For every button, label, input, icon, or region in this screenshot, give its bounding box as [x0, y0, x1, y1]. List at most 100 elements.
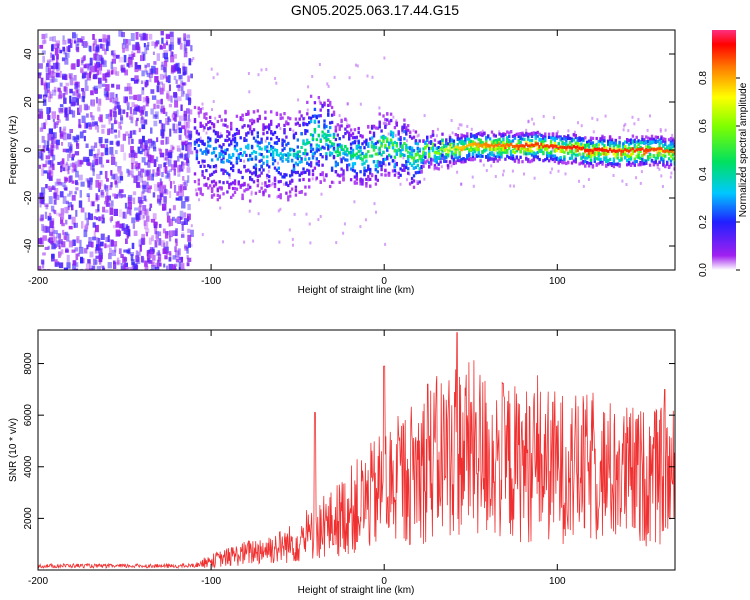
- spectrogram-cell: [146, 149, 150, 156]
- spectrogram-cell: [63, 267, 68, 270]
- spectrogram-cell: [64, 52, 68, 60]
- spectrogram-cell: [158, 231, 162, 237]
- spectrogram-cell: [534, 134, 537, 138]
- spectrogram-cell: [212, 193, 216, 197]
- spectrogram-cell: [171, 164, 176, 171]
- spectrogram-cell: [403, 130, 406, 134]
- spectrogram-cell: [73, 268, 79, 270]
- spectrogram-cell: [607, 151, 610, 155]
- spectrogram-cell: [294, 122, 298, 126]
- spectrogram-cell: [220, 186, 223, 190]
- spectrogram-cell: [201, 124, 204, 128]
- spectrogram-cell: [187, 118, 192, 122]
- spectrogram-cell: [292, 243, 294, 247]
- spectrogram-ridge-cell: [317, 133, 320, 137]
- spectrogram-cell: [147, 42, 150, 47]
- spectrogram-marks: [38, 30, 675, 270]
- spectrogram-cell: [504, 132, 507, 136]
- spectrogram-cell: [46, 63, 49, 67]
- spectrogram-cell: [477, 154, 480, 158]
- spectrogram-cell: [237, 182, 240, 186]
- spectrogram-cell: [342, 172, 345, 176]
- spectrogram-cell: [224, 111, 227, 115]
- spectrogram-cell: [487, 155, 490, 159]
- spectrogram-cell: [627, 129, 630, 133]
- spectrogram-cell: [139, 203, 142, 208]
- spectrogram-cell: [131, 261, 136, 266]
- spectrogram-ridge-cell: [557, 146, 560, 150]
- spectrogram-cell: [500, 152, 503, 156]
- spectrogram-cell: [149, 76, 152, 83]
- spectrogram-cell: [45, 205, 49, 210]
- spectrogram-cell: [120, 254, 124, 258]
- spectrogram-cell: [315, 176, 318, 180]
- spectrogram-cell: [168, 218, 174, 226]
- spectrogram-cell: [399, 144, 402, 148]
- spectrogram-cell: [325, 157, 328, 161]
- spectrogram-cell: [627, 157, 631, 161]
- spectrogram-cell: [525, 133, 528, 137]
- spectrogram-cell: [222, 150, 225, 154]
- spectrogram-ridge-cell: [555, 144, 558, 148]
- spectrogram-cell: [662, 153, 665, 157]
- spectrogram-cell: [460, 141, 463, 146]
- spectrogram-ridge-cell: [490, 143, 494, 147]
- spectrogram-cell: [336, 162, 339, 166]
- spectrogram-cell: [346, 130, 349, 134]
- spectrogram-cell: [266, 176, 268, 180]
- spectrogram-cell: [177, 165, 181, 173]
- spectrogram-cell: [399, 167, 402, 171]
- spectrogram-cell: [287, 156, 290, 160]
- spectrogram-cell: [406, 139, 408, 143]
- spectrogram-cell: [68, 106, 71, 114]
- spectrogram-cell: [137, 94, 142, 102]
- spectrogram-cell: [57, 119, 61, 123]
- spectrogram-ridge-cell: [342, 148, 345, 152]
- spectrogram-cell: [658, 148, 661, 152]
- spectrogram-ridge-cell: [247, 143, 250, 147]
- spectrogram-cell: [41, 40, 45, 45]
- spectrogram-cell: [214, 181, 218, 185]
- spectrogram-cell: [643, 138, 646, 142]
- spectrogram-cell: [412, 166, 416, 170]
- spectrogram-cell: [270, 119, 273, 123]
- spectrogram-ridge-cell: [410, 156, 414, 160]
- spectrogram-cell: [90, 90, 94, 96]
- spectrogram-cell: [214, 132, 218, 136]
- spectrogram-cell: [414, 139, 418, 143]
- spectrogram-cell: [440, 165, 443, 169]
- spectrogram-cell: [346, 153, 349, 157]
- spectrogram-cell: [235, 187, 239, 191]
- spectrogram-cell: [508, 138, 511, 143]
- spectrogram-cell: [131, 162, 134, 170]
- spectrogram-cell: [351, 168, 355, 172]
- spectrogram-cell: [624, 149, 627, 153]
- spectrogram-cell: [105, 114, 109, 119]
- spectrogram-cell: [181, 201, 186, 209]
- spectrogram-cell: [49, 160, 54, 168]
- spectrogram-cell: [243, 137, 246, 141]
- spectrogram-cell: [75, 161, 78, 169]
- spectrogram-cell: [395, 163, 398, 167]
- spectrogram-cell: [431, 133, 435, 137]
- spectrogram-cell: [156, 252, 161, 256]
- spectrogram-cell: [599, 160, 602, 164]
- spectrogram-cell: [128, 39, 131, 46]
- spectrogram-cell: [297, 98, 300, 102]
- spectrogram-cell: [285, 173, 288, 177]
- spectrogram-cell: [344, 150, 347, 154]
- spectrogram-ridge-cell: [460, 146, 463, 150]
- spectrogram-cell: [138, 127, 141, 133]
- spectrogram-cell: [298, 190, 301, 194]
- spectrogram-cell: [572, 152, 576, 156]
- spectrogram-cell: [285, 122, 288, 126]
- spectrogram-cell: [239, 158, 242, 162]
- spectrogram-cell: [353, 175, 357, 179]
- spectrogram-cell: [527, 159, 530, 164]
- spectrogram-cell: [532, 131, 536, 135]
- spectrogram-cell: [294, 189, 298, 193]
- spectrogram-cell: [488, 152, 492, 156]
- spectrogram-cell: [416, 159, 419, 163]
- spectrogram-cell: [549, 156, 553, 160]
